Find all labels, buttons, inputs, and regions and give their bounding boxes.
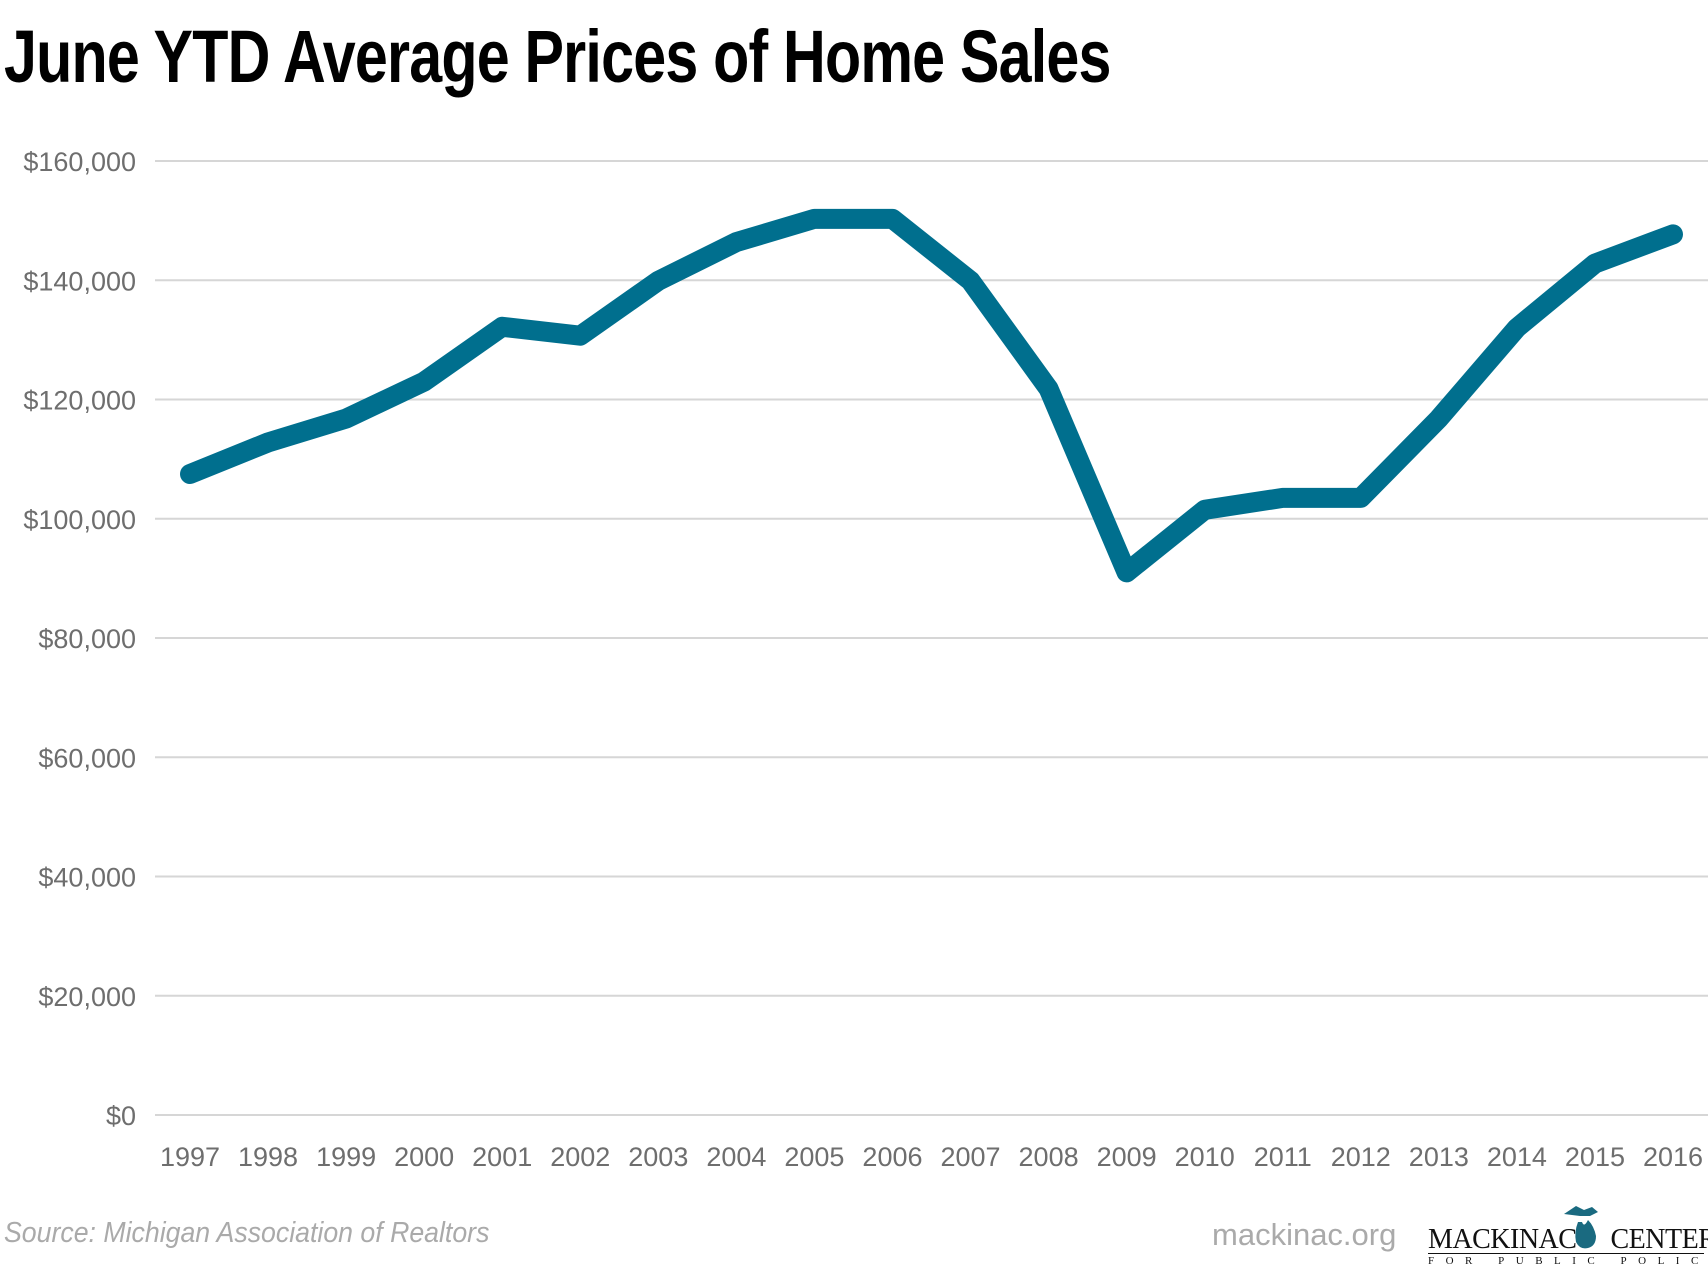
source-note: Source: Michigan Association of Realtors (4, 1217, 490, 1249)
y-tick-label: $100,000 (23, 505, 136, 535)
x-tick-label: 2001 (472, 1142, 532, 1172)
line-chart: $0 $20,000 $40,000 $60,000 $80,000 $100,000 $1… (23, 147, 1708, 1172)
y-tick-label: $120,000 (23, 386, 136, 416)
x-tick-label: 2012 (1331, 1142, 1391, 1172)
x-tick-label: 2005 (784, 1142, 844, 1172)
x-tick-label: 2004 (706, 1142, 766, 1172)
y-tick-label: $80,000 (38, 624, 136, 654)
x-tick-label: 1998 (238, 1142, 298, 1172)
x-tick-label: 1999 (316, 1142, 376, 1172)
x-tick-label: 2016 (1643, 1142, 1703, 1172)
x-tick-label: 2003 (628, 1142, 688, 1172)
x-tick-label: 2002 (550, 1142, 610, 1172)
site-link[interactable]: mackinac.org (1212, 1217, 1397, 1252)
mackinac-center-logo: MACKINAC CENTER FOR PUBLIC POLICY (1428, 1200, 1708, 1267)
y-tick-label: $60,000 (38, 743, 136, 773)
series-line (180, 208, 1683, 583)
y-tick-label: $20,000 (38, 982, 136, 1012)
x-axis-ticks: 1997 1998 1999 2000 2001 2002 2003 2004 2005 2006… (160, 1142, 1703, 1172)
x-tick-label: 1997 (160, 1142, 220, 1172)
x-tick-label: 2009 (1097, 1142, 1157, 1172)
x-tick-label: 2007 (940, 1142, 1000, 1172)
x-tick-label: 2010 (1175, 1142, 1235, 1172)
x-tick-label: 2015 (1565, 1142, 1625, 1172)
x-tick-label: 2006 (862, 1142, 922, 1172)
michigan-map-icon (1564, 1206, 1598, 1249)
y-tick-label: $140,000 (23, 266, 136, 296)
y-axis-ticks: $0 $20,000 $40,000 $60,000 $80,000 $100,000 $1… (23, 147, 136, 1131)
x-tick-label: 2013 (1409, 1142, 1469, 1172)
x-tick-label: 2000 (394, 1142, 454, 1172)
x-tick-label: 2008 (1019, 1142, 1079, 1172)
y-tick-label: $40,000 (38, 863, 136, 893)
y-tick-label: $160,000 (23, 147, 136, 177)
y-tick-label: $0 (106, 1101, 136, 1131)
x-tick-label: 2011 (1254, 1142, 1312, 1172)
x-tick-label: 2014 (1487, 1142, 1547, 1172)
chart-title: June YTD Average Prices of Home Sales (4, 15, 1111, 98)
gridlines (155, 160, 1708, 1116)
